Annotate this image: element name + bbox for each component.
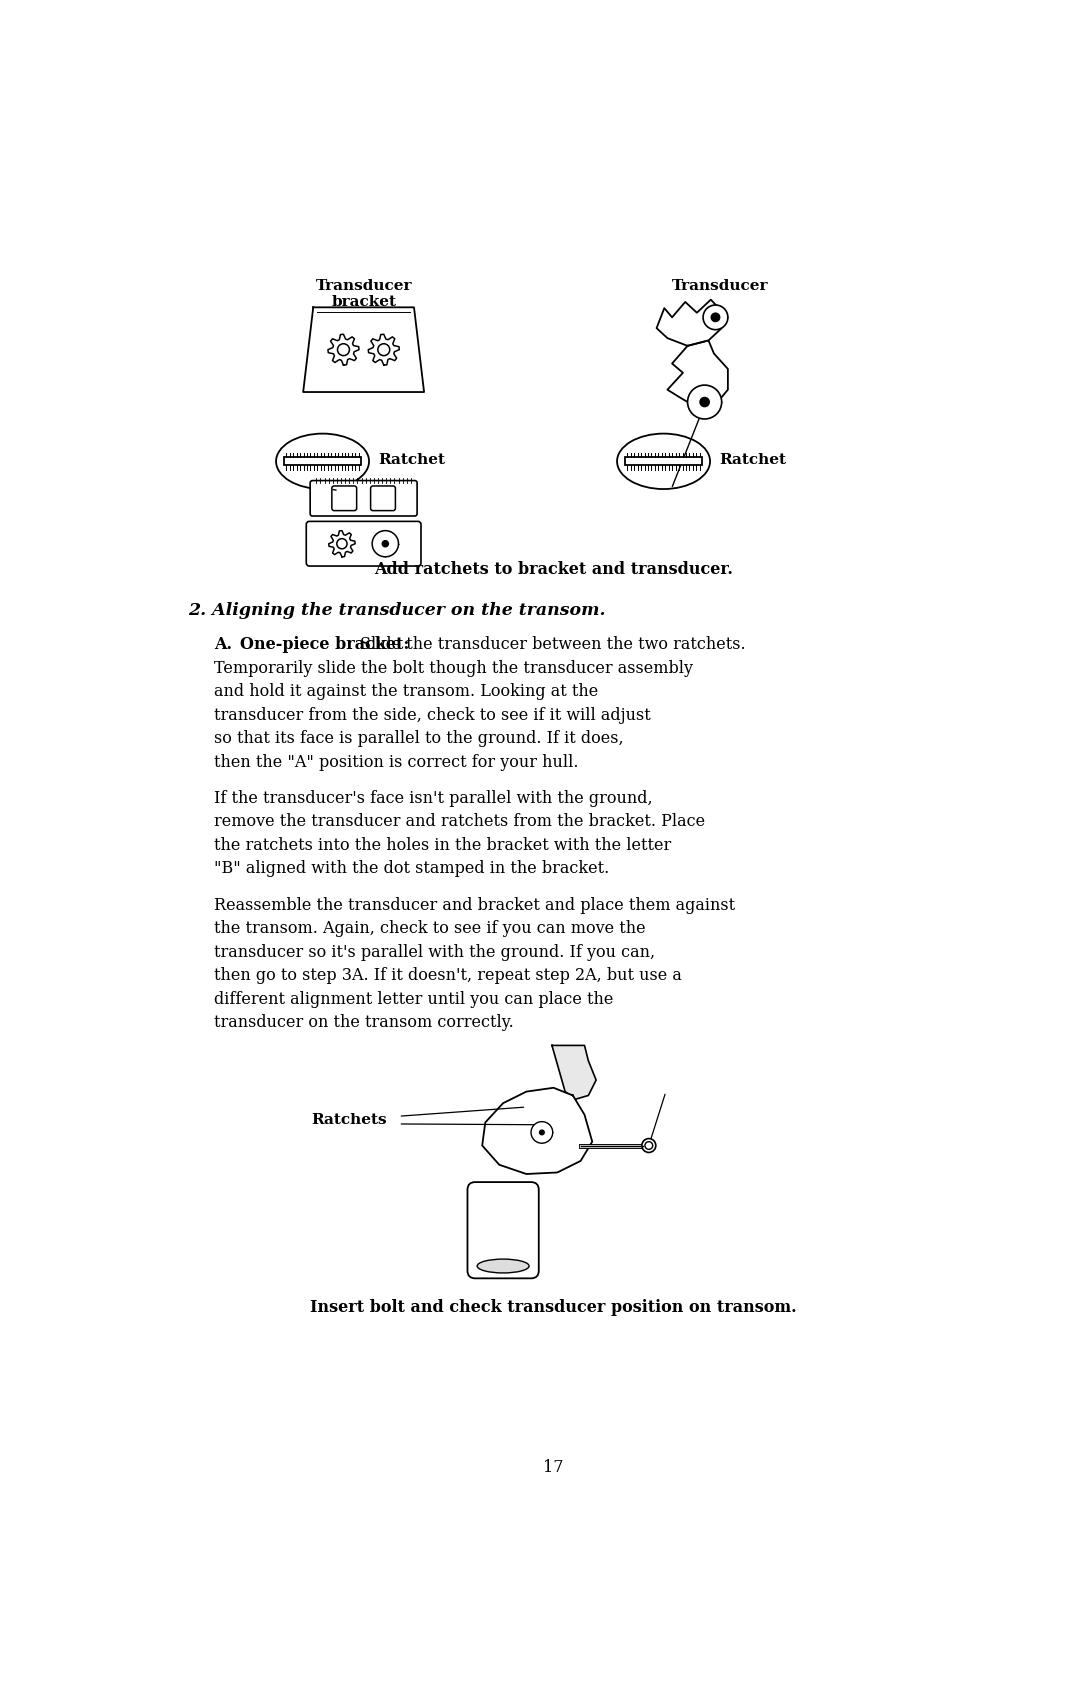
Text: then go to step 3A. If it doesn't, repeat step 2A, but use a: then go to step 3A. If it doesn't, repea… [214, 967, 681, 984]
Text: Ratchet: Ratchet [378, 452, 445, 468]
FancyBboxPatch shape [625, 458, 702, 466]
Text: transducer so it's parallel with the ground. If you can,: transducer so it's parallel with the gro… [214, 944, 656, 960]
Ellipse shape [642, 1139, 656, 1152]
Text: different alignment letter until you can place the: different alignment letter until you can… [214, 991, 613, 1008]
Polygon shape [552, 1046, 596, 1100]
Ellipse shape [617, 434, 710, 489]
Ellipse shape [477, 1260, 529, 1273]
Text: and hold it against the transom. Looking at the: and hold it against the transom. Looking… [214, 683, 598, 700]
Text: Ratchet: Ratchet [719, 452, 786, 468]
Circle shape [712, 313, 719, 321]
Circle shape [688, 385, 721, 419]
Text: remove the transducer and ratchets from the bracket. Place: remove the transducer and ratchets from … [214, 814, 705, 831]
Text: Ratchets: Ratchets [312, 1113, 388, 1127]
Circle shape [700, 397, 710, 407]
Text: Add ratchets to bracket and transducer.: Add ratchets to bracket and transducer. [374, 560, 733, 577]
Circle shape [382, 540, 389, 547]
FancyBboxPatch shape [310, 481, 417, 516]
Circle shape [373, 530, 399, 557]
Text: 17: 17 [543, 1460, 564, 1477]
Circle shape [531, 1122, 553, 1144]
Ellipse shape [645, 1142, 652, 1149]
Polygon shape [667, 340, 728, 407]
Text: Slide the transducer between the two ratchets.: Slide the transducer between the two rat… [360, 636, 745, 653]
Text: Temporarily slide the bolt though the transducer assembly: Temporarily slide the bolt though the tr… [214, 659, 693, 676]
Polygon shape [303, 308, 424, 392]
FancyBboxPatch shape [468, 1182, 539, 1278]
Text: Transducer
bracket: Transducer bracket [315, 279, 411, 309]
Text: then the "A" position is correct for your hull.: then the "A" position is correct for you… [214, 754, 579, 770]
Text: If the transducer's face isn't parallel with the ground,: If the transducer's face isn't parallel … [214, 791, 652, 807]
Polygon shape [482, 1088, 592, 1174]
Text: transducer on the transom correctly.: transducer on the transom correctly. [214, 1014, 514, 1031]
Text: Reassemble the transducer and bracket and place them against: Reassemble the transducer and bracket an… [214, 897, 735, 913]
Text: the transom. Again, check to see if you can move the: the transom. Again, check to see if you … [214, 920, 646, 937]
Text: "B" aligned with the dot stamped in the bracket.: "B" aligned with the dot stamped in the … [214, 861, 609, 878]
Circle shape [703, 304, 728, 330]
FancyBboxPatch shape [307, 521, 421, 567]
Text: transducer from the side, check to see if it will adjust: transducer from the side, check to see i… [214, 706, 651, 723]
Text: 2. Aligning the transducer on the transom.: 2. Aligning the transducer on the transo… [188, 602, 605, 619]
Text: A. One-piece bracket:: A. One-piece bracket: [214, 636, 409, 653]
Ellipse shape [276, 434, 369, 489]
Circle shape [540, 1130, 544, 1135]
FancyBboxPatch shape [284, 458, 361, 466]
Text: the ratchets into the holes in the bracket with the letter: the ratchets into the holes in the brack… [214, 838, 672, 854]
Text: Transducer: Transducer [672, 279, 768, 293]
Polygon shape [657, 299, 721, 346]
Text: so that its face is parallel to the ground. If it does,: so that its face is parallel to the grou… [214, 730, 623, 747]
Text: Insert bolt and check transducer position on transom.: Insert bolt and check transducer positio… [310, 1299, 797, 1315]
